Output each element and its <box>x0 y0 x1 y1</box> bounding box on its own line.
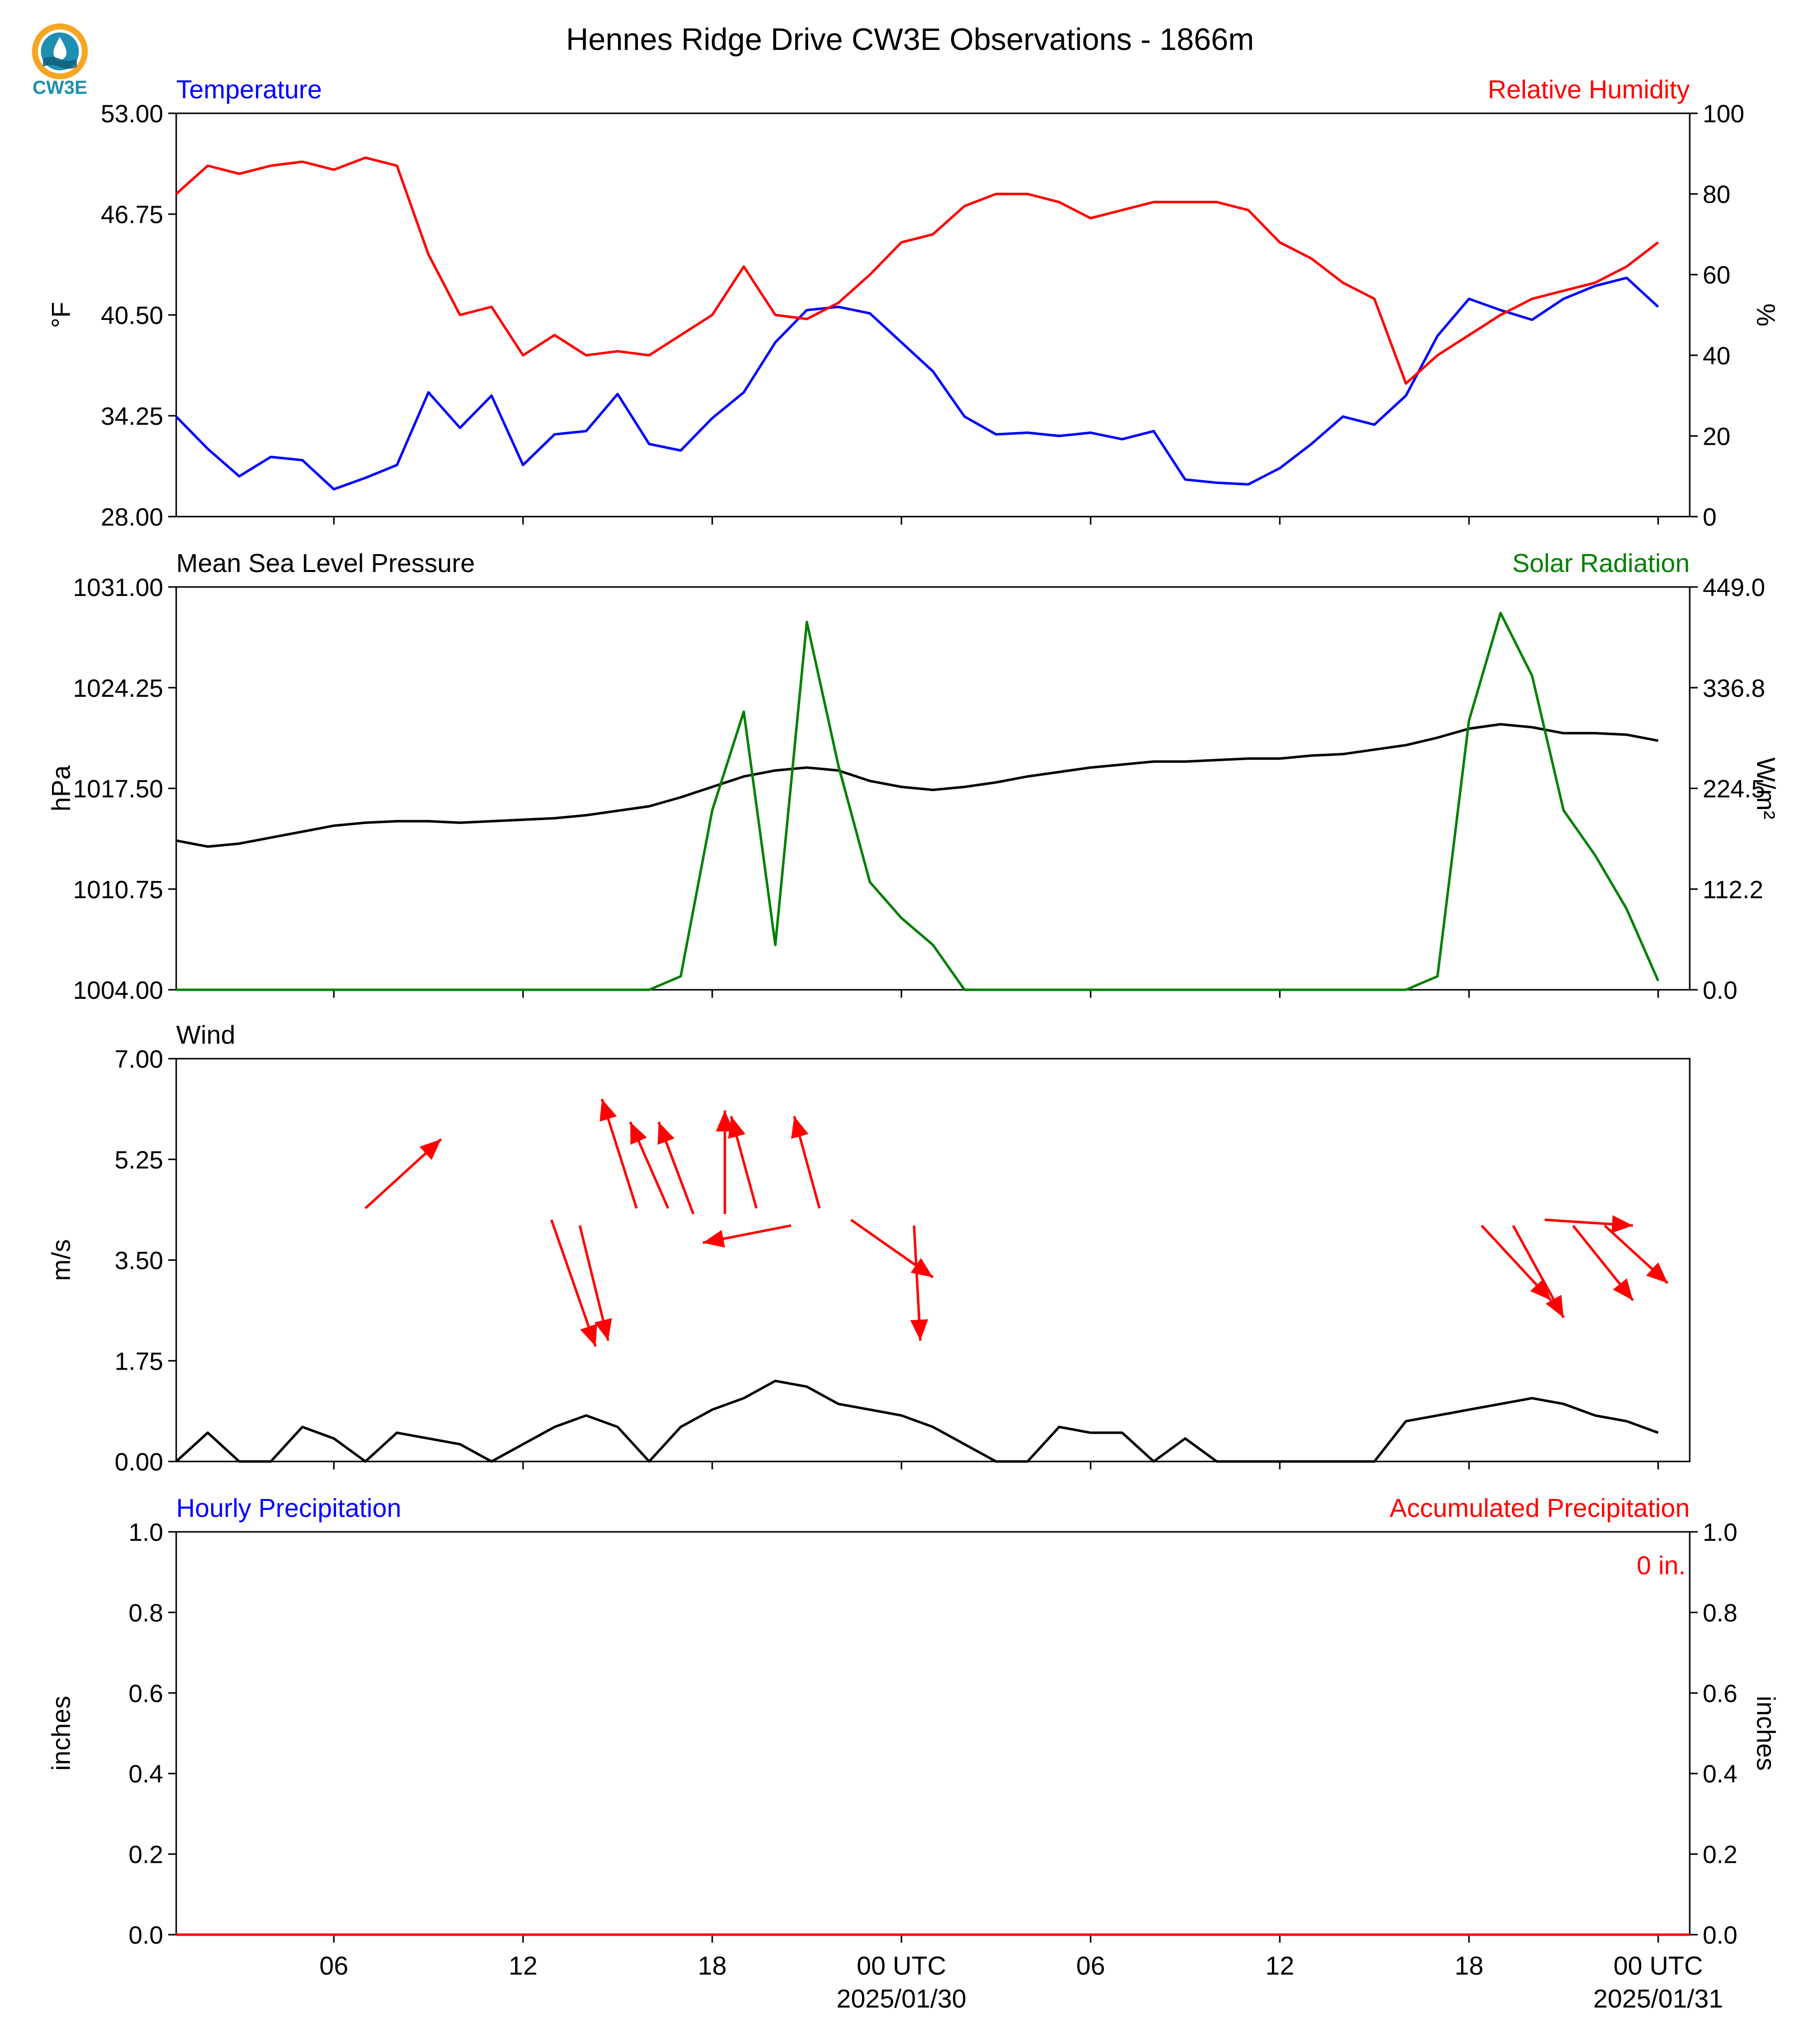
wind-arrow-head <box>1545 1295 1564 1318</box>
y-tick-label: 1017.50 <box>73 775 163 803</box>
panel-frame <box>175 112 1691 518</box>
y-tick-label: 1024.25 <box>73 674 163 702</box>
wind-arrow-head <box>630 1122 647 1145</box>
y-tick-label-right: 0.0 <box>1703 1921 1738 1949</box>
wind-arrow-head <box>580 1323 598 1347</box>
panel-right-label: Accumulated Precipitation <box>1390 1494 1690 1523</box>
series-line-1-0 <box>176 723 1659 848</box>
wind-arrow-head <box>791 1116 809 1139</box>
wind-arrow-head <box>1612 1278 1633 1301</box>
y-tick-label-right: 1.0 <box>1703 1518 1738 1546</box>
y-axis-label-right: inches <box>1751 1696 1780 1770</box>
y-tick-label: 0.4 <box>128 1760 163 1788</box>
wind-arrow-head <box>910 1319 928 1341</box>
y-tick-label-right: 0.8 <box>1703 1599 1738 1627</box>
panel-frame <box>175 1531 1691 1936</box>
wind-arrow-head <box>657 1122 675 1145</box>
y-tick-label-right: 112.2 <box>1703 875 1763 903</box>
y-tick-label: 3.50 <box>115 1247 163 1275</box>
y-tick-label-right: 336.8 <box>1703 674 1765 702</box>
y-axis-label: hPa <box>47 765 76 812</box>
wind-arrow-head <box>702 1230 725 1248</box>
panel-right-label: Relative Humidity <box>1488 75 1690 104</box>
wind-arrow-head <box>728 1116 746 1139</box>
wind-arrow-head <box>910 1258 933 1278</box>
panel-left-label: Temperature <box>176 75 322 104</box>
y-tick-label-right: 449.0 <box>1703 574 1765 601</box>
series-line-0-1 <box>175 156 1659 385</box>
cw3e-logo-icon <box>32 23 88 79</box>
x-tick-label: 12 <box>509 1952 538 1981</box>
y-tick-label-right: 20 <box>1703 422 1731 450</box>
cw3e-logo-text: CW3E <box>32 77 87 98</box>
cw3e-logo: CW3E <box>27 19 92 104</box>
y-tick-label-right: 0.6 <box>1703 1680 1738 1708</box>
y-tick-label-right: 0 <box>1703 503 1717 531</box>
y-tick-label: 53.00 <box>101 100 163 128</box>
y-tick-label-right: 60 <box>1703 261 1731 289</box>
y-tick-label: 1.0 <box>128 1518 163 1546</box>
y-tick-label-right: 40 <box>1703 342 1731 370</box>
y-tick-label-right: 100 <box>1703 100 1744 128</box>
y-tick-label: 7.00 <box>115 1045 163 1073</box>
y-tick-label: 0.00 <box>115 1448 163 1476</box>
wind-arrow <box>550 1219 597 1347</box>
series-line-0-0 <box>175 277 1659 491</box>
x-tick-label: 12 <box>1265 1952 1294 1981</box>
y-tick-label: 1010.75 <box>73 875 163 903</box>
y-tick-label: 0.2 <box>128 1841 163 1869</box>
x-date-label: 2025/01/31 <box>1593 1985 1723 2014</box>
y-tick-label: 34.25 <box>101 402 163 430</box>
panel-left-label: Mean Sea Level Pressure <box>176 549 475 578</box>
panel-left-label: Wind <box>176 1021 235 1050</box>
x-tick-label: 00 UTC <box>1613 1952 1703 1981</box>
series-line-2-0 <box>175 1380 1659 1463</box>
y-tick-label: 1.75 <box>115 1347 163 1375</box>
wind-arrow-head <box>1646 1262 1668 1283</box>
wind-arrow-head <box>594 1318 612 1341</box>
y-tick-label: 46.75 <box>101 201 163 229</box>
x-tick-label: 18 <box>698 1952 727 1981</box>
x-date-label: 2025/01/30 <box>837 1985 966 2014</box>
x-tick-label: 00 UTC <box>857 1952 946 1981</box>
panel-frame <box>175 586 1691 991</box>
y-tick-label: 0.6 <box>128 1680 163 1708</box>
chart-title: Hennes Ridge Drive CW3E Observations - 1… <box>566 22 1254 57</box>
y-tick-label: 0.8 <box>128 1599 163 1627</box>
y-tick-label-right: 0.4 <box>1703 1760 1738 1788</box>
y-tick-label: 28.00 <box>101 503 163 531</box>
x-tick-label: 18 <box>1455 1952 1484 1981</box>
series-line-1-1 <box>176 611 1660 991</box>
wind-arrow-head <box>716 1110 734 1132</box>
y-tick-label-right: 80 <box>1703 181 1731 209</box>
wind-arrow-head <box>600 1099 617 1122</box>
y-axis-label-right: W/m² <box>1751 757 1780 819</box>
x-tick-label: 06 <box>1076 1952 1105 1981</box>
panel-right-label: Solar Radiation <box>1512 549 1690 578</box>
y-tick-label-right: 0.2 <box>1703 1841 1738 1869</box>
y-tick-label-right: 224.5 <box>1703 775 1765 803</box>
y-axis-label: °F <box>47 302 76 328</box>
y-axis-label-right: % <box>1751 303 1780 326</box>
wind-arrow-head <box>1611 1215 1633 1233</box>
y-tick-label: 0.0 <box>128 1921 163 1949</box>
accumulated-total-label: 0 in. <box>1637 1551 1686 1580</box>
y-axis-label: inches <box>47 1696 76 1770</box>
panel-left-label: Hourly Precipitation <box>176 1494 401 1523</box>
wind-arrow-head <box>1530 1279 1551 1301</box>
y-tick-label: 1031.00 <box>73 574 163 601</box>
y-tick-label-right: 0.0 <box>1703 976 1738 1004</box>
wind-arrow-head <box>419 1139 441 1160</box>
y-tick-label: 40.50 <box>101 301 163 329</box>
panel-frame <box>175 1058 1691 1462</box>
x-tick-label: 06 <box>319 1952 348 1981</box>
y-tick-label: 1004.00 <box>73 976 163 1004</box>
y-tick-label: 5.25 <box>115 1146 163 1174</box>
y-axis-label: m/s <box>47 1239 76 1281</box>
